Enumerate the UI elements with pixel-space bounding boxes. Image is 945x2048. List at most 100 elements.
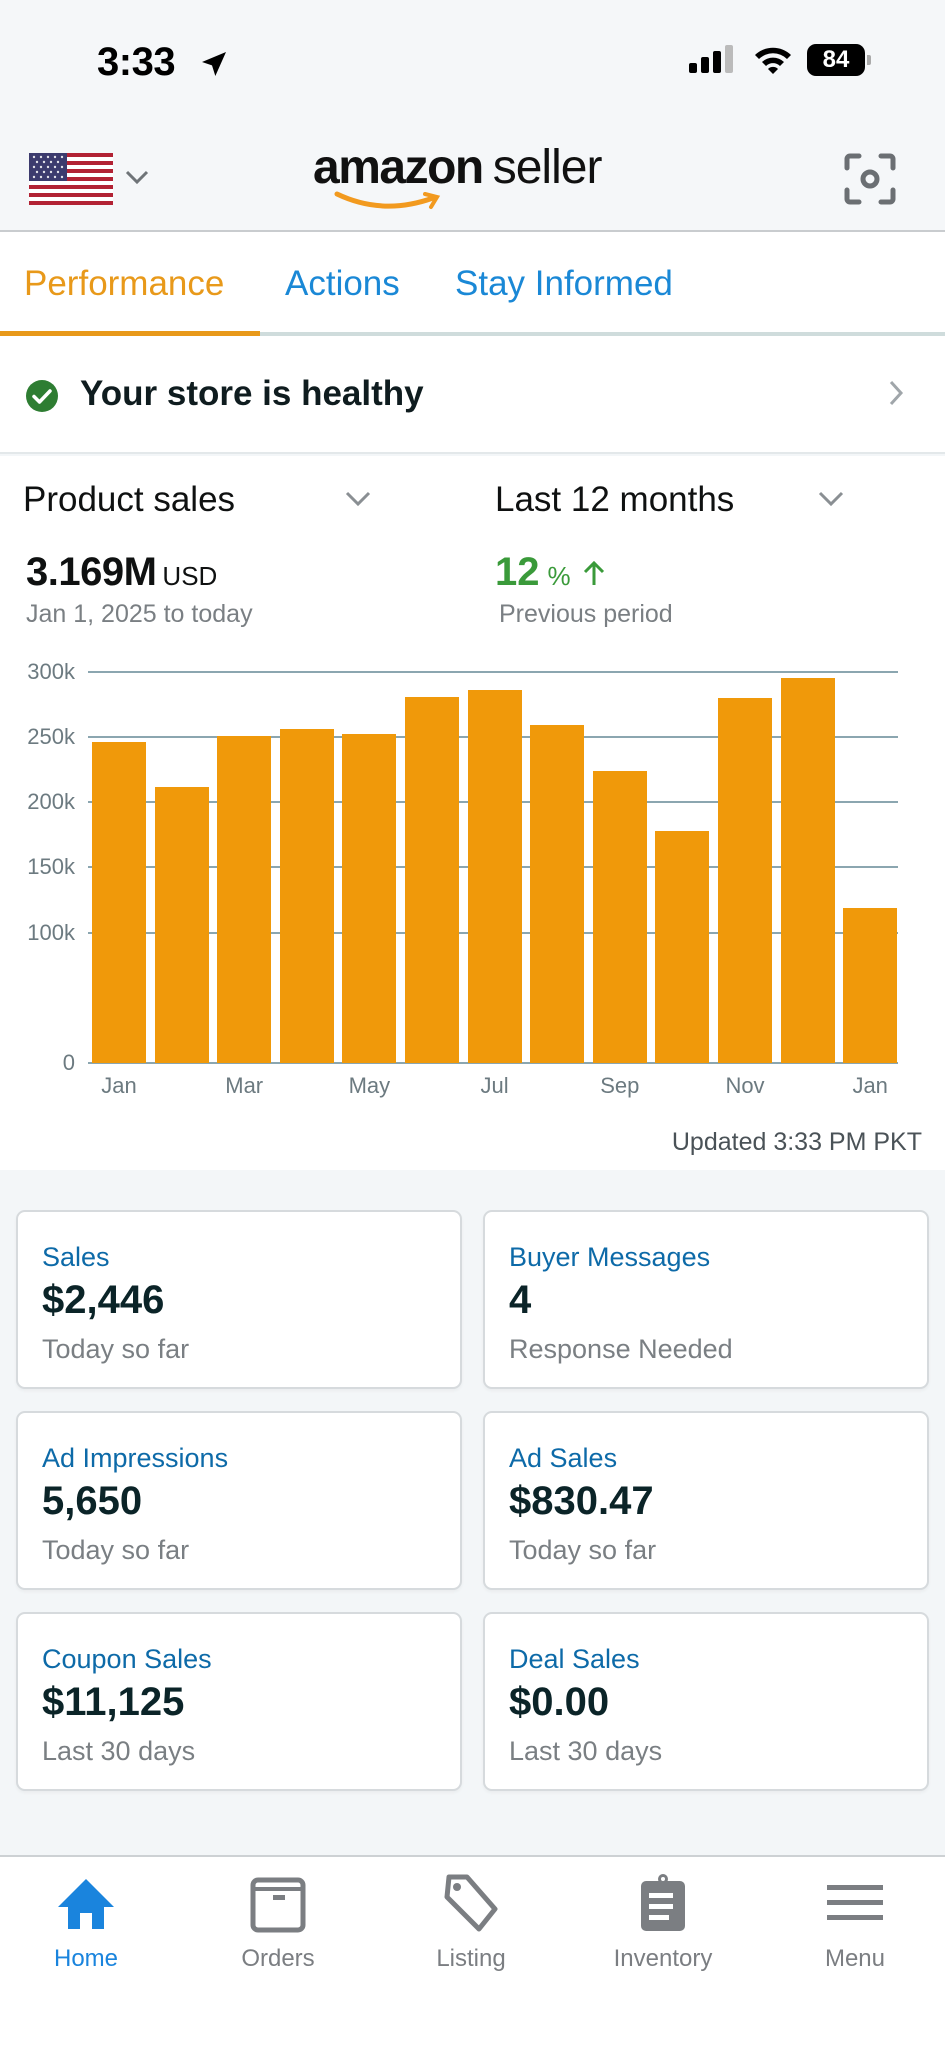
chevron-down-icon[interactable] (124, 168, 150, 186)
bottom-nav: Home Orders Listing Inventory (0, 1855, 945, 2048)
sales-performance-panel: Product sales Last 12 months 3.169M USD J… (0, 456, 945, 1170)
card-subtitle: Today so far (42, 1334, 190, 1364)
store-health-text: Your store is healthy (80, 374, 424, 413)
card-subtitle: Last 30 days (42, 1736, 196, 1766)
chart-bar-apr[interactable] (279, 729, 334, 1063)
period-dropdown[interactable]: Last 12 months (495, 480, 735, 519)
nav-label: Home (53, 1945, 119, 1972)
status-bar: 3:33 84 (0, 0, 945, 130)
app-header: amazon seller (0, 130, 945, 232)
clipboard-icon (641, 1874, 685, 1931)
chart-bar-jan[interactable] (92, 742, 146, 1063)
location-arrow-icon (202, 52, 226, 76)
x-axis-label: Mar (225, 1073, 264, 1098)
card-value: $0.00 (509, 1680, 610, 1724)
total-sales-value: 3.169M USD (26, 550, 217, 595)
card-deal-sales[interactable]: Deal Sales $0.00 Last 30 days (483, 1612, 929, 1791)
chart-bar-jun[interactable] (405, 696, 459, 1063)
x-axis-label: Jan (101, 1073, 137, 1098)
store-health-row[interactable]: Your store is healthy (0, 336, 945, 454)
card-title: Buyer Messages (509, 1242, 711, 1272)
chart-bar-oct[interactable] (655, 830, 710, 1063)
tag-icon (444, 1874, 498, 1932)
chart-bar-feb[interactable] (154, 786, 209, 1063)
scan-icon[interactable] (843, 152, 897, 206)
change-label: Previous period (499, 600, 673, 628)
updated-timestamp: Updated 3:33 PM PKT (671, 1128, 922, 1156)
card-value: 5,650 (42, 1479, 143, 1523)
y-axis-label: 250k (27, 724, 75, 749)
tab-bar: Performance Actions Stay Informed (0, 232, 945, 336)
total-sales-number: 3.169M (26, 550, 157, 594)
x-axis-label: Jan (852, 1073, 888, 1098)
active-tab-indicator (0, 331, 260, 336)
amazon-smile-icon (334, 191, 441, 209)
cellular-signal-icon (689, 45, 733, 73)
arrow-up-icon (583, 560, 604, 585)
status-time: 3:33 (97, 40, 176, 84)
nav-inventory[interactable]: Inventory (588, 1871, 738, 1973)
nav-menu[interactable]: Menu (780, 1871, 930, 1973)
card-value: $830.47 (509, 1479, 654, 1523)
nav-home[interactable]: Home (11, 1871, 161, 1973)
card-ad-sales[interactable]: Ad Sales $830.47 Today so far (483, 1411, 929, 1590)
currency-unit: USD (162, 561, 218, 591)
chart-bar-aug[interactable] (530, 725, 585, 1063)
card-title: Deal Sales (509, 1644, 640, 1674)
chevron-down-icon[interactable] (817, 490, 845, 508)
nav-label: Inventory (613, 1945, 713, 1972)
x-axis-label: Jul (480, 1073, 509, 1098)
logo-product: seller (492, 141, 603, 194)
card-ad-impressions[interactable]: Ad Impressions 5,650 Today so far (16, 1411, 462, 1590)
chart-bar-dec[interactable] (780, 678, 835, 1063)
card-title: Ad Impressions (42, 1443, 229, 1473)
change-number: 12 (495, 550, 540, 594)
chart-bar-jul[interactable] (467, 690, 522, 1063)
metric-dropdown[interactable]: Product sales (23, 480, 236, 519)
card-title: Coupon Sales (42, 1644, 212, 1674)
y-axis-label: 0 (62, 1050, 75, 1075)
amazon-seller-logo: amazon seller (313, 140, 603, 220)
gridline (88, 670, 898, 673)
x-axis-label: Nov (725, 1073, 765, 1098)
x-axis-label: May (348, 1073, 391, 1098)
us-flag-icon[interactable] (29, 153, 113, 205)
y-axis-label: 300k (27, 658, 75, 684)
card-subtitle: Today so far (42, 1535, 190, 1565)
check-circle-icon (26, 380, 58, 412)
nav-orders[interactable]: Orders (203, 1871, 353, 1973)
card-title: Sales (42, 1242, 110, 1272)
nav-label: Menu (824, 1945, 886, 1972)
y-axis-label: 150k (27, 854, 75, 880)
card-sales[interactable]: Sales $2,446 Today so far (16, 1210, 462, 1389)
chart-bar-may[interactable] (342, 734, 397, 1063)
wifi-icon (755, 47, 791, 74)
y-axis-label: 100k (27, 919, 75, 945)
percent-sign: % (547, 561, 571, 591)
logo-brand: amazon (313, 141, 484, 194)
chart-bar-sep[interactable] (592, 770, 647, 1063)
tab-actions[interactable]: Actions (285, 264, 400, 303)
nav-label: Orders (241, 1945, 315, 1972)
card-value: $2,446 (42, 1278, 165, 1322)
tab-stay-informed[interactable]: Stay Informed (455, 264, 673, 303)
home-icon (58, 1879, 114, 1929)
hamburger-icon (827, 1885, 883, 1920)
card-value: $11,125 (42, 1680, 185, 1724)
card-value: 4 (509, 1278, 532, 1322)
sales-bar-chart: 0 100k 150k 200k 250k 300k Jan Mar May Jul Sep Nov J… (0, 659, 945, 1098)
chart-bar-jan[interactable] (843, 907, 898, 1063)
chart-bar-mar[interactable] (217, 735, 272, 1063)
card-buyer-messages[interactable]: Buyer Messages 4 Response Needed (483, 1210, 929, 1389)
x-axis-label: Sep (600, 1073, 640, 1098)
card-subtitle: Last 30 days (509, 1736, 663, 1766)
card-subtitle: Today so far (509, 1535, 657, 1565)
tab-performance[interactable]: Performance (24, 264, 225, 303)
nav-listing[interactable]: Listing (396, 1871, 546, 1973)
chevron-down-icon[interactable] (344, 490, 372, 508)
chart-bar-nov[interactable] (718, 697, 772, 1063)
gridline (88, 1062, 898, 1064)
total-sales-range: Jan 1, 2025 to today (26, 600, 253, 628)
nav-label: Listing (436, 1945, 506, 1972)
card-coupon-sales[interactable]: Coupon Sales $11,125 Last 30 days (16, 1612, 462, 1791)
